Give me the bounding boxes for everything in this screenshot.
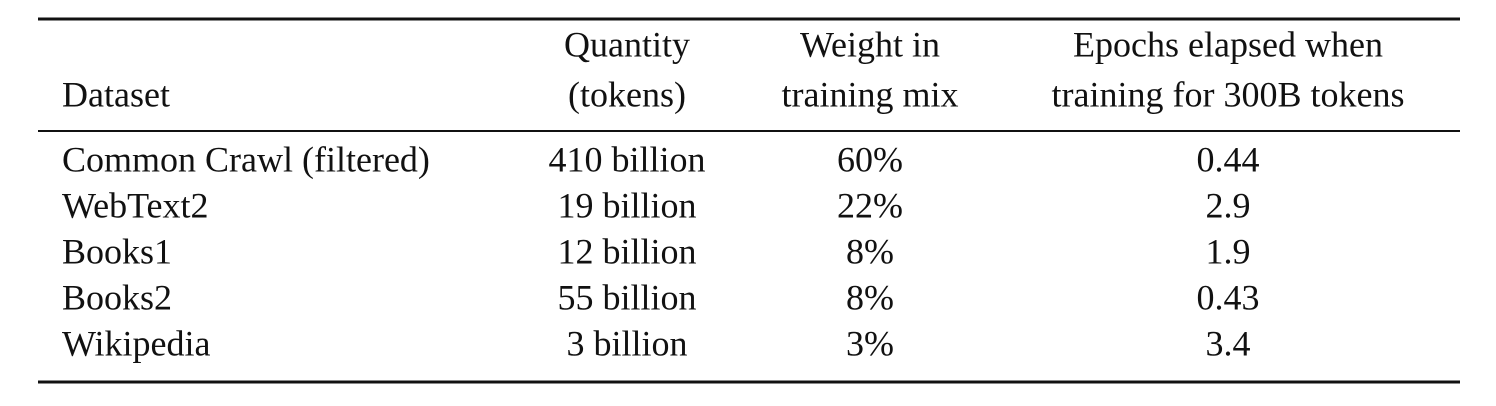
header-cell: Quantity [564, 24, 690, 64]
table-cell: 12 billion [557, 231, 696, 271]
header-cell: Dataset [62, 74, 170, 114]
header-cell: (tokens) [568, 74, 686, 114]
table-cell: 22% [837, 185, 903, 225]
table-cell: WebText2 [62, 185, 209, 225]
table-cell: Books1 [62, 231, 172, 271]
table-cell: 0.43 [1197, 277, 1260, 317]
header-cell: Epochs elapsed when [1073, 24, 1383, 64]
table-cell: 1.9 [1206, 231, 1251, 271]
table-cell: 60% [837, 139, 903, 179]
table-cell: 0.44 [1197, 139, 1260, 179]
table-cell: Common Crawl (filtered) [62, 139, 430, 179]
table-cell: Books2 [62, 277, 172, 317]
table-cell: 8% [846, 277, 894, 317]
table-cell: 3% [846, 323, 894, 363]
table-cell: 410 billion [548, 139, 705, 179]
table-cell: 3.4 [1206, 323, 1251, 363]
table-cell: Wikipedia [62, 323, 211, 363]
table-cell: 55 billion [557, 277, 696, 317]
header-cell: training mix [782, 74, 959, 114]
header-cell: training for 300B tokens [1052, 74, 1405, 114]
header-cell: Weight in [800, 24, 940, 64]
table-cell: 8% [846, 231, 894, 271]
table-cell: 19 billion [557, 185, 696, 225]
table-cell: 2.9 [1206, 185, 1251, 225]
table-cell: 3 billion [566, 323, 687, 363]
